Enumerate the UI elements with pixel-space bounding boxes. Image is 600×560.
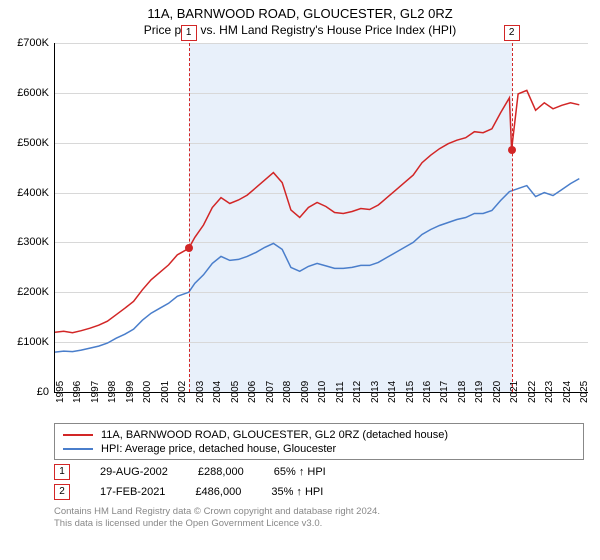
- y-tick-label: £600K: [3, 87, 49, 99]
- x-tick-label: 2005: [230, 381, 241, 403]
- chart-area: £0£100K£200K£300K£400K£500K£600K£700K199…: [54, 43, 588, 393]
- x-tick-label: 2015: [405, 381, 416, 403]
- x-tick-label: 2011: [335, 381, 346, 403]
- sale-price-1: £288,000: [198, 466, 244, 478]
- attribution: Contains HM Land Registry data © Crown c…: [54, 506, 584, 531]
- x-tick-label: 2009: [300, 381, 311, 403]
- sale-date-1: 29-AUG-2002: [100, 466, 168, 478]
- x-tick-label: 2017: [439, 381, 450, 403]
- x-tick-label: 2007: [265, 381, 276, 403]
- y-tick-label: £400K: [3, 187, 49, 199]
- sale-date-2: 17-FEB-2021: [100, 486, 165, 498]
- legend-swatch-hpi: [63, 448, 93, 450]
- x-tick-label: 2002: [177, 381, 188, 403]
- y-tick-label: £100K: [3, 336, 49, 348]
- x-tick-label: 1996: [72, 381, 83, 403]
- sale-price-2: £486,000: [195, 486, 241, 498]
- x-tick-label: 2013: [370, 381, 381, 403]
- sale-marker-line: [512, 43, 513, 392]
- x-tick-label: 2014: [387, 381, 398, 403]
- sale-marker-box: 1: [181, 25, 197, 41]
- x-tick-label: 1999: [125, 381, 136, 403]
- x-tick-label: 2016: [422, 381, 433, 403]
- legend-item-property: 11A, BARNWOOD ROAD, GLOUCESTER, GL2 0RZ …: [63, 428, 575, 442]
- y-tick-label: £300K: [3, 236, 49, 248]
- x-tick-label: 2008: [282, 381, 293, 403]
- x-tick-label: 2006: [247, 381, 258, 403]
- x-tick-label: 2000: [142, 381, 153, 403]
- sale-vs-hpi-2: 35% ↑ HPI: [271, 486, 323, 498]
- legend-label-property: 11A, BARNWOOD ROAD, GLOUCESTER, GL2 0RZ …: [101, 429, 448, 441]
- x-tick-label: 2003: [195, 381, 206, 403]
- sale-dot: [508, 146, 516, 154]
- x-tick-label: 2019: [474, 381, 485, 403]
- page-root: 11A, BARNWOOD ROAD, GLOUCESTER, GL2 0RZ …: [0, 0, 600, 560]
- chart-title: 11A, BARNWOOD ROAD, GLOUCESTER, GL2 0RZ: [0, 0, 600, 21]
- y-tick-label: £200K: [3, 286, 49, 298]
- legend-item-hpi: HPI: Average price, detached house, Glou…: [63, 442, 575, 456]
- x-tick-label: 1997: [90, 381, 101, 403]
- attribution-line2: This data is licensed under the Open Gov…: [54, 518, 584, 530]
- sale-marker-2: 2: [54, 484, 70, 500]
- x-tick-label: 2012: [352, 381, 363, 403]
- sale-marker-box: 2: [504, 25, 520, 41]
- x-tick-label: 1995: [55, 381, 66, 403]
- sale-marker-line: [189, 43, 190, 392]
- x-tick-label: 2010: [317, 381, 328, 403]
- x-tick-label: 2024: [562, 381, 573, 403]
- x-tick-label: 1998: [107, 381, 118, 403]
- sale-dot: [185, 244, 193, 252]
- x-tick-label: 2020: [492, 381, 503, 403]
- legend: 11A, BARNWOOD ROAD, GLOUCESTER, GL2 0RZ …: [54, 423, 584, 460]
- sale-marker-1: 1: [54, 464, 70, 480]
- x-tick-label: 2001: [160, 381, 171, 403]
- series-lines: [55, 43, 588, 392]
- series-line-property: [55, 90, 579, 332]
- x-tick-label: 2022: [527, 381, 538, 403]
- series-line-hpi: [55, 179, 579, 353]
- attribution-line1: Contains HM Land Registry data © Crown c…: [54, 506, 584, 518]
- y-tick-label: £500K: [3, 137, 49, 149]
- y-tick-label: £700K: [3, 37, 49, 49]
- sale-vs-hpi-1: 65% ↑ HPI: [274, 466, 326, 478]
- legend-label-hpi: HPI: Average price, detached house, Glou…: [101, 443, 336, 455]
- x-tick-label: 2018: [457, 381, 468, 403]
- x-tick-label: 2023: [544, 381, 555, 403]
- sale-row-2: 2 17-FEB-2021 £486,000 35% ↑ HPI: [54, 484, 584, 500]
- legend-swatch-property: [63, 434, 93, 436]
- x-tick-label: 2004: [212, 381, 223, 403]
- x-tick-label: 2025: [579, 381, 590, 403]
- sale-row-1: 1 29-AUG-2002 £288,000 65% ↑ HPI: [54, 464, 584, 480]
- y-tick-label: £0: [3, 386, 49, 398]
